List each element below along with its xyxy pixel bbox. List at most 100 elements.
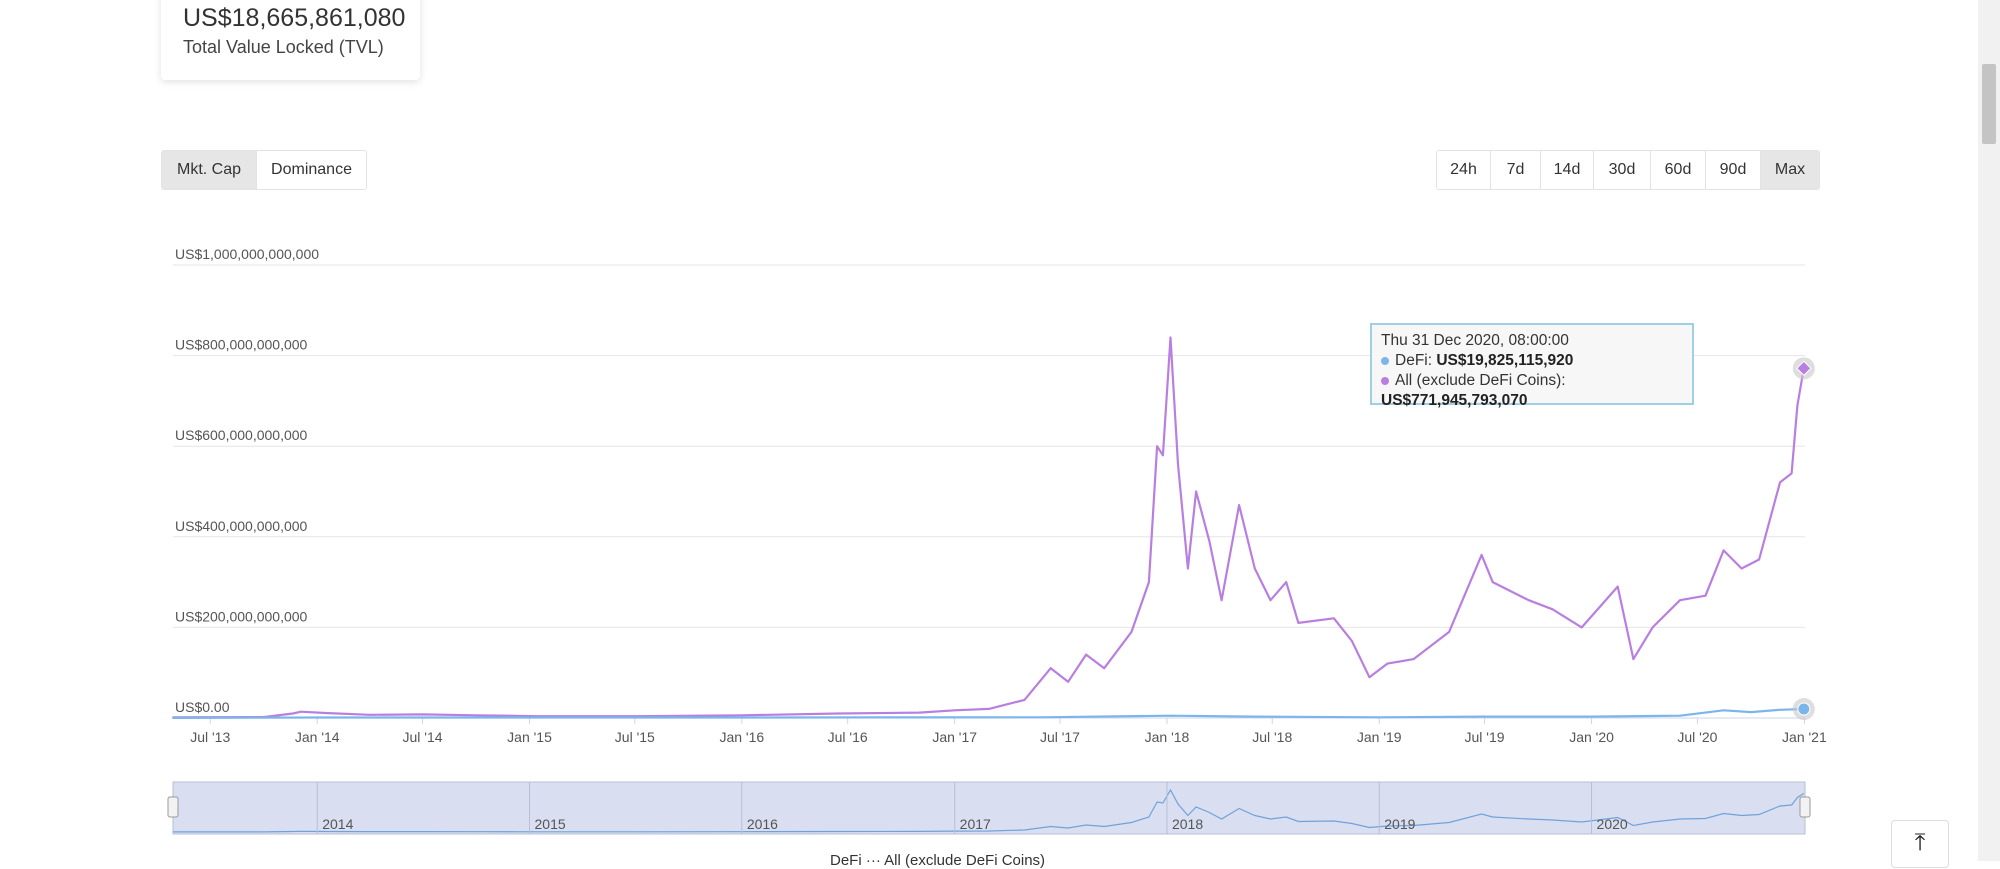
data-point <box>475 714 477 717</box>
data-point <box>1130 631 1133 633</box>
x-tick-label: Jan '16 <box>719 729 764 745</box>
data-point <box>1779 481 1781 484</box>
data-point <box>368 713 371 716</box>
navigator-series <box>173 788 1805 833</box>
data-point <box>1333 617 1335 620</box>
y-tick-label: US$1,000,000,000,000 <box>175 246 319 262</box>
data-point <box>1679 599 1681 602</box>
x-tick-label: Jul '17 <box>1040 729 1080 745</box>
data-point <box>1491 581 1494 583</box>
y-tick-label: US$0.00 <box>175 699 230 715</box>
data-point <box>1378 716 1381 719</box>
series-line[interactable] <box>172 707 1804 720</box>
x-tick-label: Jul '19 <box>1465 729 1505 745</box>
data-point <box>1651 626 1654 629</box>
data-point <box>1412 658 1415 660</box>
data-point <box>421 713 424 716</box>
back-to-top-button[interactable]: ⤒ <box>1891 820 1949 868</box>
y-tick-label: US$400,000,000,000 <box>175 518 308 534</box>
tooltip-defi-row: DeFi: US$19,825,115,920 <box>1381 351 1683 371</box>
x-axis-labels: Jul '13 Jan '14 Jul '14 Jan '15 Jul '15 Jan '… <box>190 718 1827 745</box>
range-7d-button[interactable]: 7d <box>1491 151 1541 189</box>
dominance-button[interactable]: Dominance <box>257 151 366 189</box>
mkt-cap-button[interactable]: Mkt. Cap <box>162 151 257 189</box>
data-point <box>1551 608 1554 611</box>
tvl-card: US$18,665,861,080 Total Value Locked (TV… <box>161 0 420 80</box>
y-axis-labels: US$0.00 US$200,000,000,000 US$400,000,000,… <box>175 246 319 715</box>
arrow-up-to-line-icon: ⤒ <box>1914 829 1926 856</box>
data-point <box>1722 549 1725 552</box>
data-point <box>1758 558 1760 561</box>
data-point <box>1750 711 1752 713</box>
navigator-year-label: 2017 <box>960 816 991 832</box>
data-point <box>918 711 921 714</box>
y-tick-label: US$600,000,000,000 <box>175 427 308 443</box>
hover-marker-defi <box>1797 702 1811 716</box>
x-tick-label: Jul '14 <box>402 729 442 745</box>
data-point <box>1483 715 1486 718</box>
navigator-year-label: 2015 <box>535 816 566 832</box>
x-tick-label: Jul '18 <box>1252 729 1292 745</box>
range-90d-button[interactable]: 90d <box>1706 151 1761 189</box>
data-point <box>1253 715 1256 718</box>
data-point <box>988 708 990 710</box>
navigator-left-handle[interactable] <box>167 796 179 818</box>
chart-tooltip: Thu 31 Dec 2020, 08:00:00 DeFi: US$19,82… <box>1370 323 1694 409</box>
data-point <box>1041 716 1044 719</box>
data-point <box>1790 472 1793 475</box>
page-scrollbar[interactable] <box>1978 0 2000 861</box>
data-point <box>1169 714 1172 717</box>
data-point <box>740 714 743 717</box>
data-point <box>1740 567 1743 570</box>
tooltip-all-row: All (exclude DeFi Coins): US$771,945,793… <box>1381 371 1683 411</box>
navigator[interactable]: 2014 2015 2016 2017 2018 2019 2020 <box>167 781 1811 835</box>
tvl-value: US$18,665,861,080 <box>183 4 406 32</box>
data-point <box>1386 662 1389 665</box>
navigator-selection[interactable] <box>172 781 1806 835</box>
data-point <box>1351 640 1353 642</box>
hover-marker-all <box>1796 360 1812 377</box>
range-30d-button[interactable]: 30d <box>1594 151 1651 189</box>
x-tick-label: Jul '13 <box>190 729 230 745</box>
data-point <box>1253 567 1256 570</box>
series-line[interactable] <box>172 336 1805 719</box>
data-point <box>1169 336 1172 339</box>
data-point <box>1067 680 1069 683</box>
page-scrollbar-thumb[interactable] <box>1982 64 1996 144</box>
x-tick-label: Jan '17 <box>932 729 977 745</box>
range-24h-button[interactable]: 24h <box>1437 151 1491 189</box>
range-60d-button[interactable]: 60d <box>1651 151 1706 189</box>
x-tick-label: Jul '20 <box>1677 729 1717 745</box>
navigator-year-label: 2020 <box>1597 816 1628 832</box>
y-tick-label: US$800,000,000,000 <box>175 337 308 353</box>
y-tick-label: US$200,000,000,000 <box>175 608 308 624</box>
x-tick-label: Jul '16 <box>828 729 868 745</box>
data-point <box>1220 599 1223 602</box>
x-tick-label: Jul '15 <box>615 729 655 745</box>
data-point <box>1632 658 1635 660</box>
data-point <box>837 712 840 715</box>
data-point <box>1156 445 1158 448</box>
navigator-year-label: 2018 <box>1172 816 1203 832</box>
data-point <box>1208 540 1211 543</box>
data-point <box>1616 585 1619 588</box>
navigator-year-label: 2016 <box>747 816 778 832</box>
all-dot-icon <box>1381 376 1389 385</box>
data-point <box>953 709 956 712</box>
view-toggle-group: Mkt. Cap Dominance <box>161 150 367 190</box>
range-14d-button[interactable]: 14d <box>1541 151 1594 189</box>
range-max-button[interactable]: Max <box>1761 151 1819 189</box>
x-tick-label: Jan '18 <box>1145 729 1190 745</box>
tvl-label: Total Value Locked (TVL) <box>183 37 384 57</box>
data-point <box>1368 676 1371 679</box>
tooltip-all-label: All (exclude DeFi Coins): <box>1395 372 1566 389</box>
data-point <box>1049 667 1052 670</box>
navigator-right-handle[interactable] <box>1799 796 1811 818</box>
tooltip-date: Thu 31 Dec 2020, 08:00:00 <box>1381 332 1569 349</box>
tooltip-defi-label: DeFi: <box>1395 352 1437 369</box>
range-button-group: 24h 7d 14d 30d 60d 90d Max <box>1436 150 1820 190</box>
navigator-year-label: 2014 <box>322 816 353 832</box>
data-point <box>1590 715 1593 718</box>
navigator-year-label: 2019 <box>1384 816 1415 832</box>
data-point <box>1085 653 1087 656</box>
